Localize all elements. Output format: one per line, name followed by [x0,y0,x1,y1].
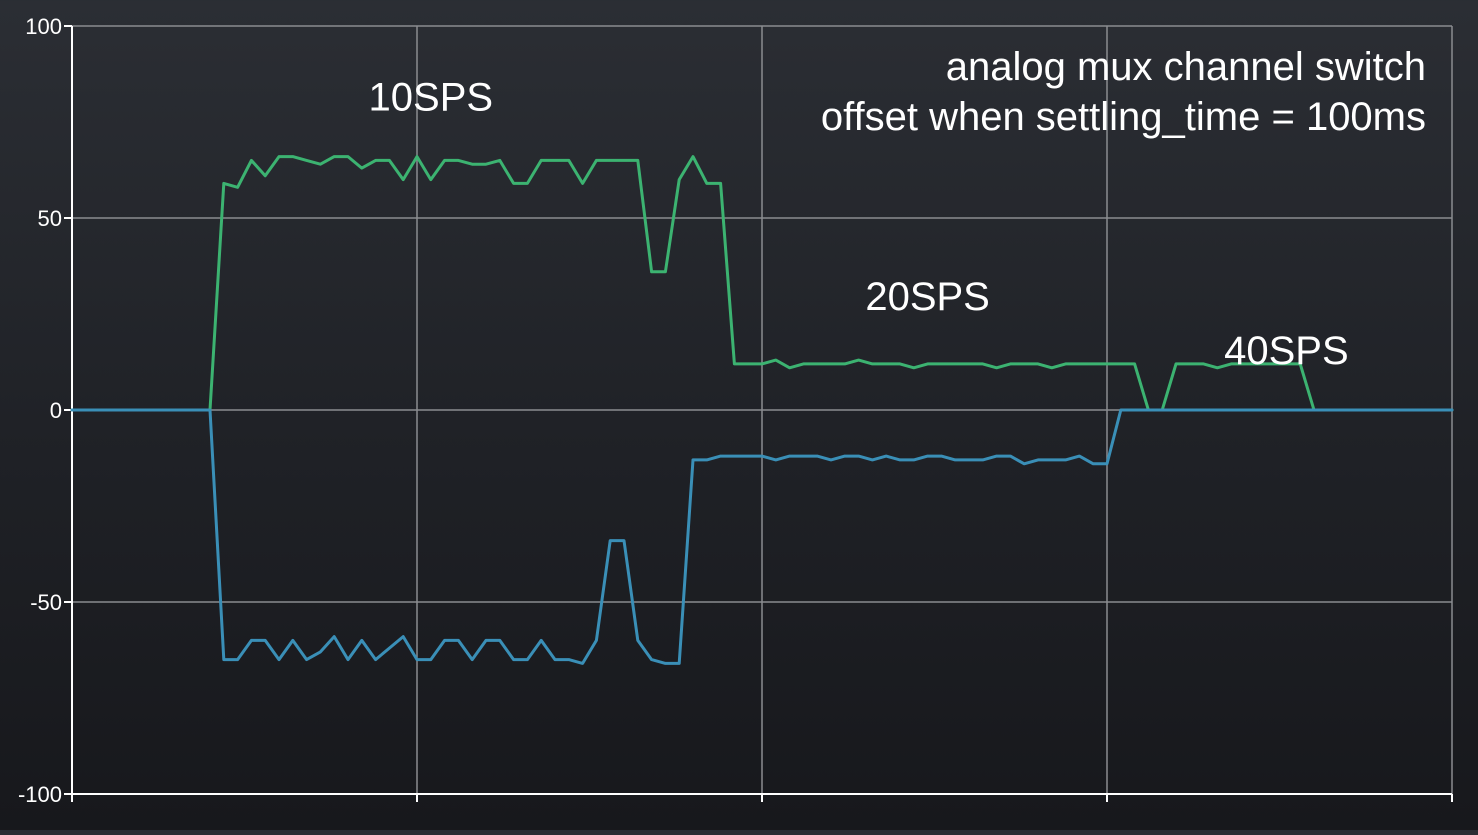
annotation-label: 10SPS [369,75,494,119]
y-tick-label: -100 [18,782,62,807]
series-line-2 [70,408,1454,665]
series-line-1 [70,155,1454,412]
labels: 100 50 0 -50 -100 10SPS 20SPS 40SPS [18,14,1349,807]
y-tick-label: 50 [38,206,62,231]
annotation-label: 40SPS [1224,329,1349,373]
axes [64,25,1453,802]
title-line-1: analog mux channel switch [946,45,1426,89]
y-tick-label: 0 [50,398,62,423]
title-line-2: offset when settling_time = 100ms [821,95,1426,139]
annotation-label: 20SPS [865,275,990,319]
chart-title: analog mux channel switch offset when se… [821,45,1426,139]
y-tick-label: 100 [25,14,62,39]
y-tick-label: -50 [30,590,62,615]
series-lines [70,155,1454,665]
